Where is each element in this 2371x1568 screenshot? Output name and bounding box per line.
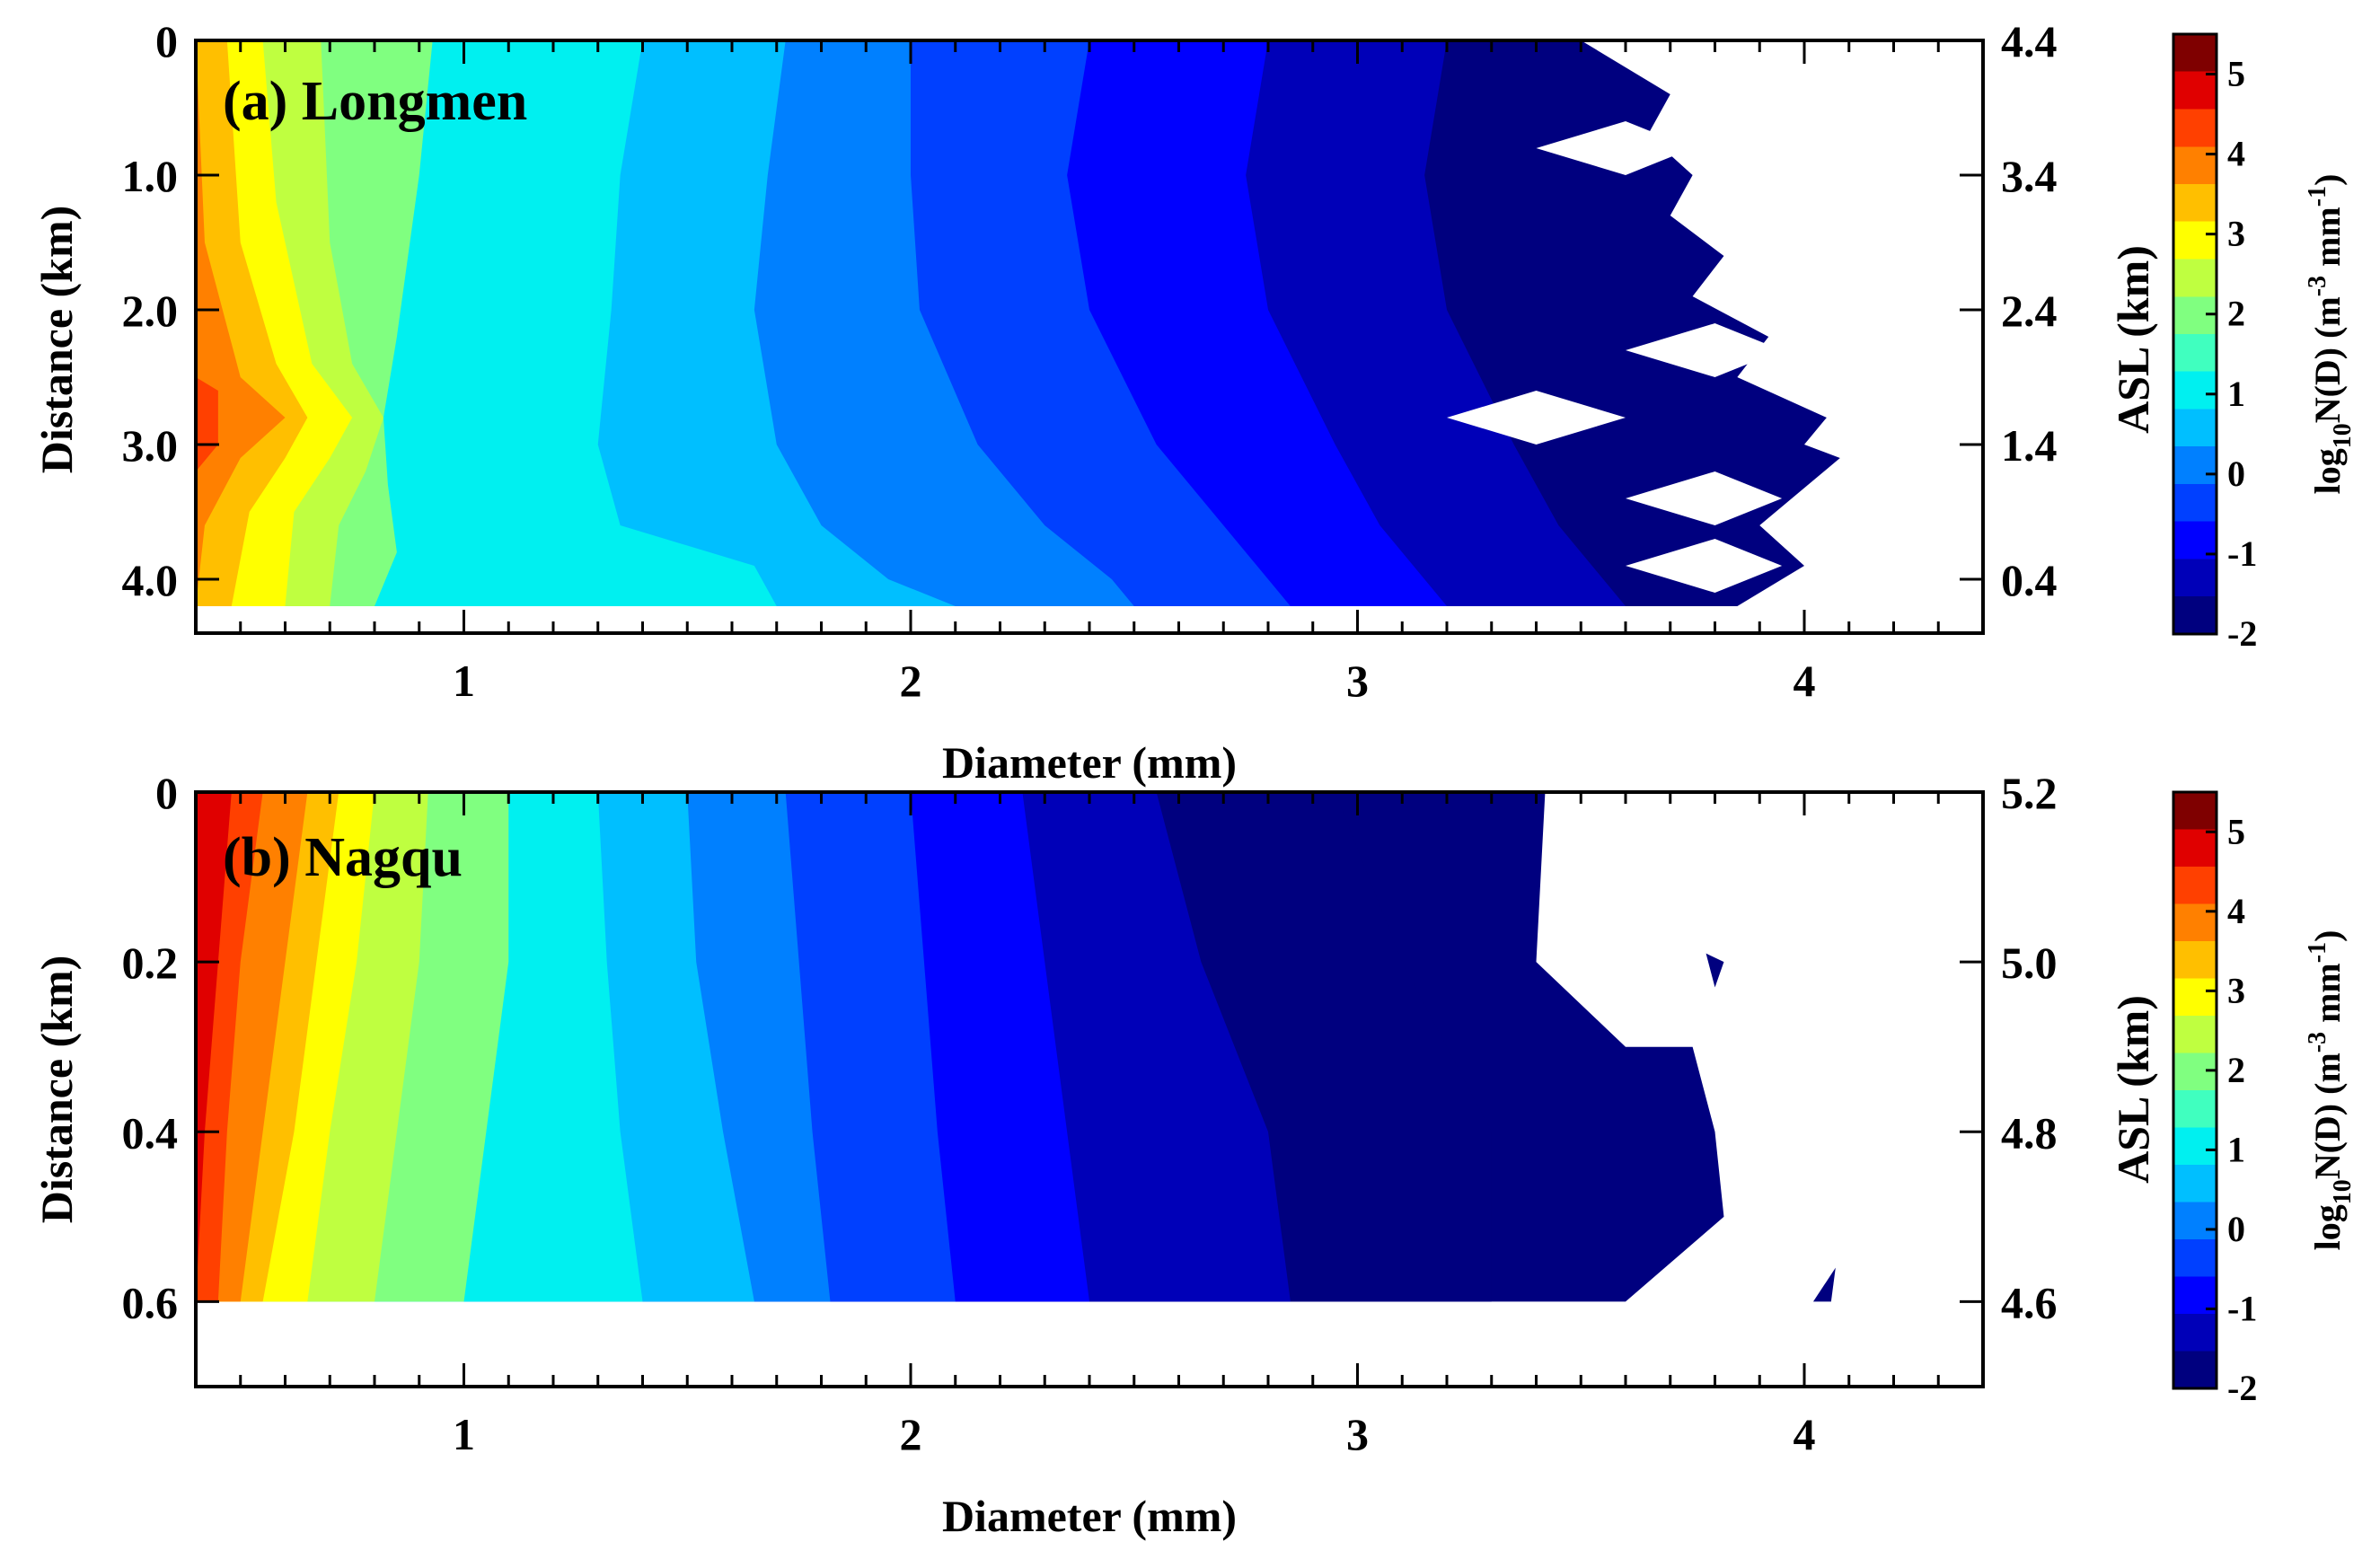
- y-axis-title-b: Distance (km): [31, 956, 82, 1224]
- colorbar-tick-label: -2: [2227, 1368, 2257, 1408]
- y2-tick-label: 4.4: [2001, 16, 2058, 66]
- colorbar-a: -2 -1 0 1 2 3 4 5 log10N(D) (m-3 mm-1): [2172, 32, 2357, 654]
- colorbar-tick-label: -1: [2227, 533, 2257, 574]
- colorbar-label: log10N(D) (m-3 mm-1): [2304, 930, 2357, 1251]
- x-tick-label: 1: [453, 1409, 475, 1459]
- missing-region: [1536, 121, 1693, 175]
- x-axis-title-b: Diameter (mm): [942, 1491, 1237, 1541]
- y2-tick-label: 4.6: [2001, 1277, 2058, 1327]
- y-tick-label: 0.4: [122, 1107, 179, 1158]
- colorbar-tick-label: 4: [2227, 134, 2245, 174]
- x-axis-title-a: Diameter (mm): [942, 737, 1237, 788]
- y2-tick-label: 1.4: [2001, 420, 2058, 471]
- y-tick-label: 0: [155, 16, 178, 66]
- colorbar-tick-label: -1: [2227, 1288, 2257, 1328]
- panel-title-a: (a) Longmen: [223, 71, 527, 132]
- plot-area-b: [196, 792, 1836, 1302]
- data-speck: [1812, 1267, 1836, 1302]
- x-tick-label: 4: [1794, 656, 1816, 706]
- data-speck: [1706, 953, 1724, 988]
- y2-tick-label: 2.4: [2001, 286, 2058, 336]
- panel-title-b: (b) Nagqu: [223, 827, 463, 888]
- colorbar-tick-label: 5: [2227, 811, 2245, 851]
- colorbar-tick-label: 1: [2227, 1129, 2245, 1169]
- colorbar-fill: [2172, 790, 2218, 1390]
- y-tick-label: 3.0: [122, 420, 179, 471]
- missing-region: [1626, 323, 1783, 377]
- colorbar-tick-label: 4: [2227, 891, 2245, 931]
- contour-band: [196, 40, 286, 606]
- y-tick-label: 1.0: [122, 151, 179, 201]
- y2-axis-title-b: ASL (km): [2108, 995, 2158, 1184]
- panel-b: 1 2 3 4 0 5.2 0.2 5.0 0.4 4.8 0.6 4.6 (b) Nagqu Dia…: [31, 768, 2357, 1541]
- colorbar-tick-label: 1: [2227, 374, 2245, 414]
- colorbar-tick-label: 0: [2227, 454, 2245, 494]
- colorbar-tick-label: 5: [2227, 54, 2245, 94]
- missing-region: [1447, 391, 1626, 445]
- colorbar-tick-label: 2: [2227, 294, 2245, 334]
- x-tick-label: 1: [453, 656, 475, 706]
- y-tick-label: 2.0: [122, 286, 179, 336]
- x-tick-label: 2: [900, 1409, 922, 1459]
- y2-tick-label: 4.8: [2001, 1107, 2058, 1158]
- colorbar-fill: [2172, 32, 2218, 636]
- y2-axis-title-a: ASL (km): [2108, 245, 2158, 434]
- colorbar-tick-label: 3: [2227, 970, 2245, 1010]
- missing-region: [1626, 539, 1783, 593]
- y2-tick-label: 3.4: [2001, 151, 2058, 201]
- ticks-b: 1 2 3 4 0 5.2 0.2 5.0 0.4 4.8 0.6 4.6: [122, 768, 2058, 1459]
- y2-tick-label: 0.4: [2001, 555, 2058, 605]
- contour-band: [196, 792, 232, 1302]
- y2-tick-label: 5.2: [2001, 768, 2058, 818]
- missing-region: [1626, 471, 1783, 525]
- y-axis-title-a: Distance (km): [31, 206, 82, 474]
- y-tick-label: 4.0: [122, 555, 179, 605]
- panel-a: 1 2 3 4 0 4.4 1.0 3.4 2.0 2.4 3.0 1.4 4.0 0.4 (a) Lon…: [31, 16, 2357, 788]
- colorbar-tick-label: 0: [2227, 1209, 2245, 1249]
- x-tick-label: 2: [900, 656, 922, 706]
- colorbar-b: -2 -1 0 1 2 3 4 5 log10N(D) (m-3 mm-1): [2172, 790, 2357, 1408]
- y-tick-label: 0.2: [122, 938, 179, 988]
- y-tick-label: 0.6: [122, 1277, 179, 1327]
- x-tick-label: 4: [1794, 1409, 1816, 1459]
- colorbar-label: log10N(D) (m-3 mm-1): [2304, 174, 2357, 495]
- plot-area-a: [196, 40, 1840, 606]
- colorbar-tick-label: 2: [2227, 1050, 2245, 1090]
- ticks-a: 1 2 3 4 0 4.4 1.0 3.4 2.0 2.4 3.0 1.4 4.0 0.4: [122, 16, 2058, 706]
- colorbar-tick-label: 3: [2227, 214, 2245, 254]
- y2-tick-label: 5.0: [2001, 938, 2058, 988]
- y-tick-label: 0: [155, 768, 178, 818]
- x-tick-label: 3: [1346, 1409, 1369, 1459]
- x-tick-label: 3: [1346, 656, 1369, 706]
- contour-band: [196, 40, 218, 606]
- colorbar-tick-label: -2: [2227, 613, 2257, 654]
